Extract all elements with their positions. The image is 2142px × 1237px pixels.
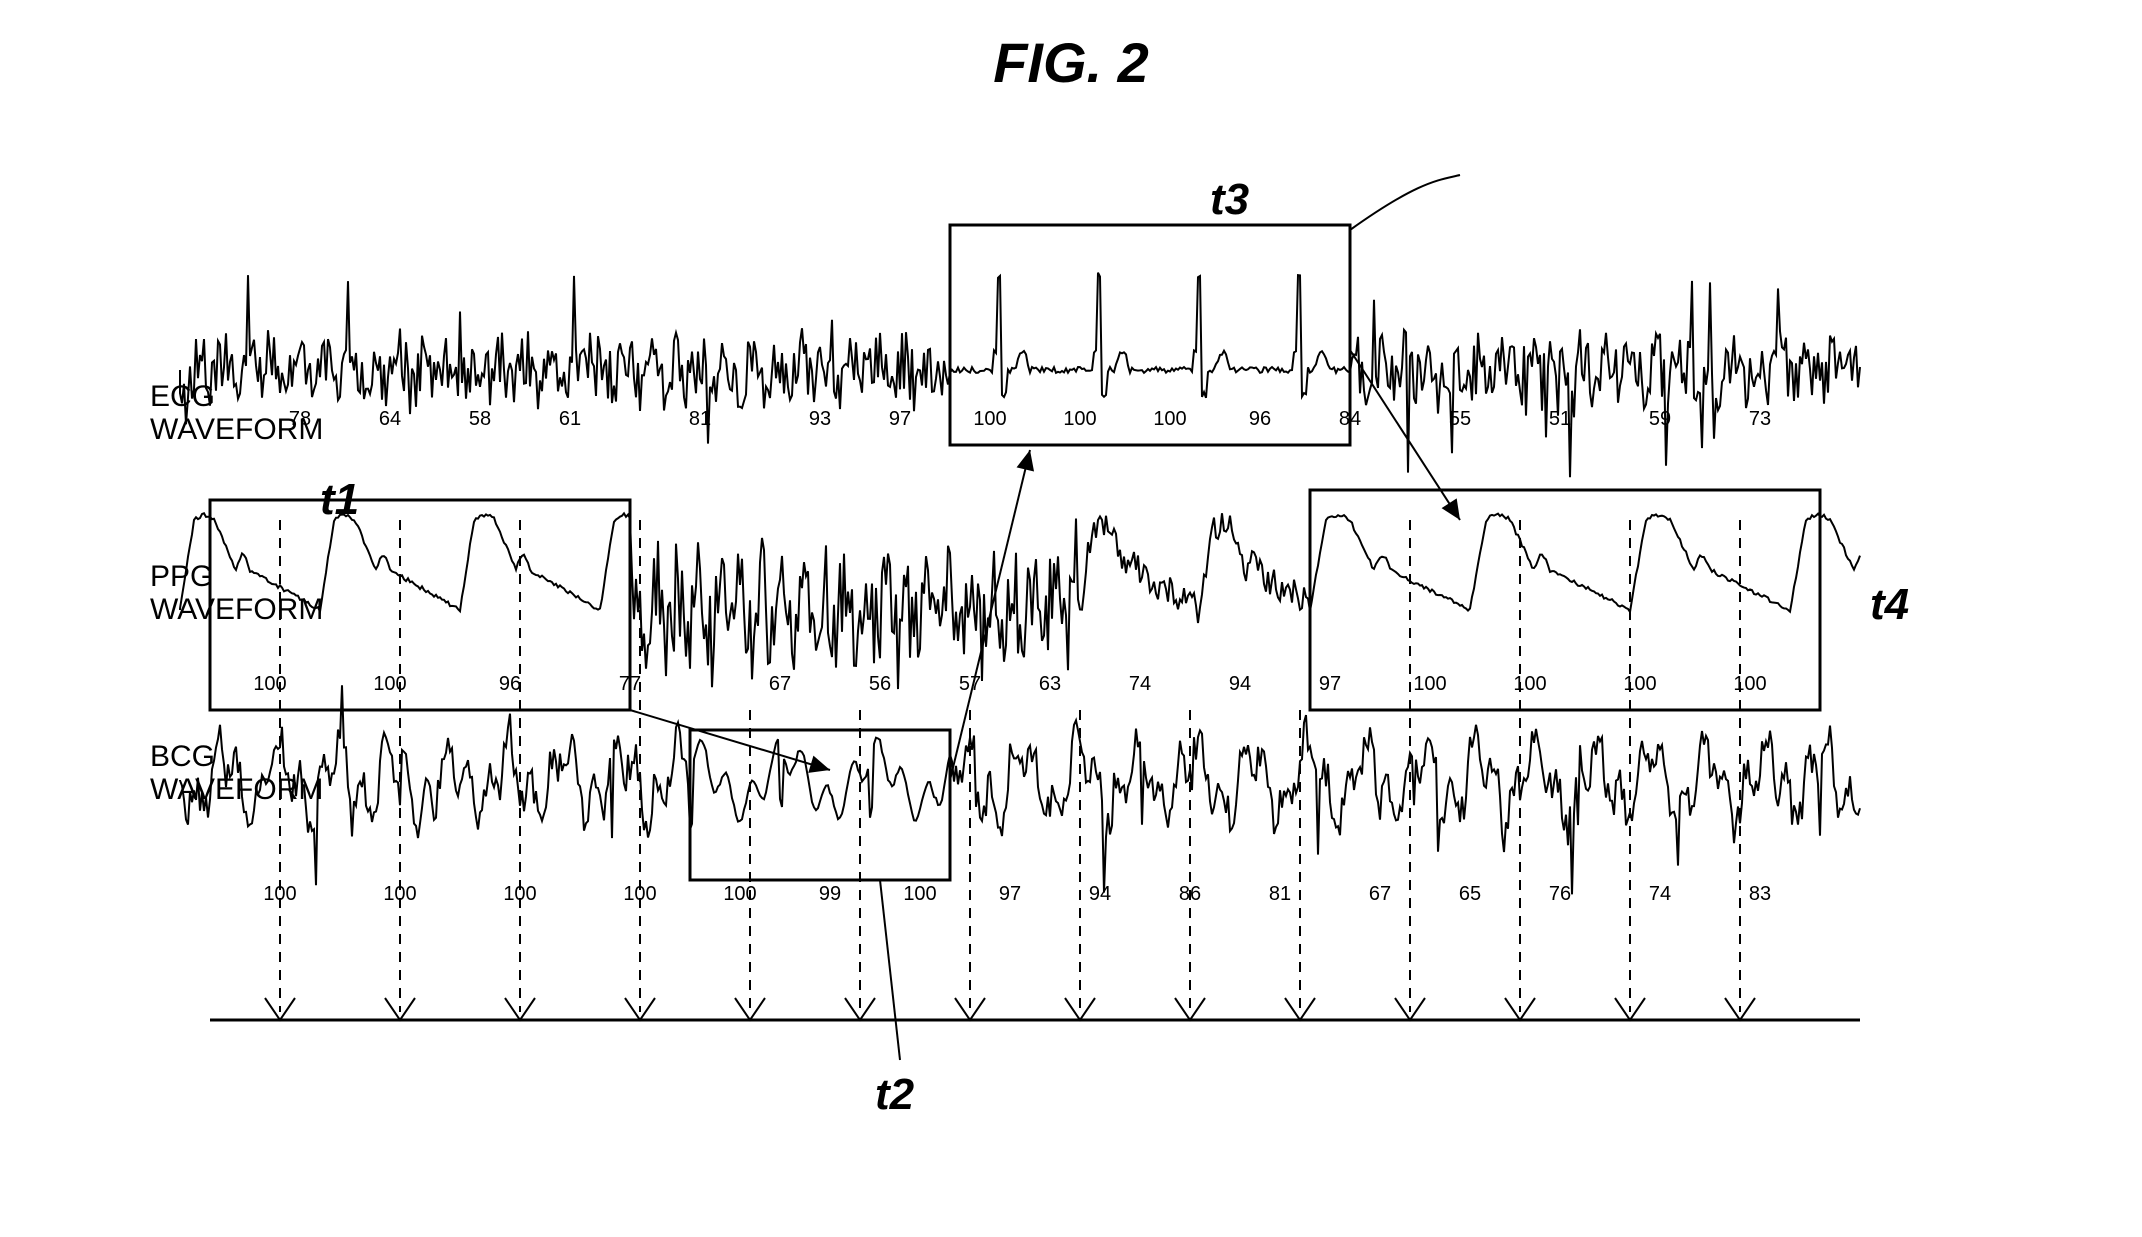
ppg-value: 100 — [1623, 673, 1656, 695]
ppg-value: 63 — [1039, 673, 1061, 695]
bcg-value: 74 — [1649, 883, 1671, 905]
ppg-value: 74 — [1129, 673, 1151, 695]
ecg-value: 73 — [1749, 408, 1771, 430]
region-box-t3 — [950, 225, 1350, 445]
ecg-value: 97 — [889, 408, 911, 430]
bcg-value: 100 — [723, 883, 756, 905]
bcg-value: 100 — [623, 883, 656, 905]
ppg-value: 100 — [1513, 673, 1546, 695]
ecg-value: 100 — [973, 408, 1006, 430]
ppg-value: 67 — [769, 673, 791, 695]
ppg-value: 94 — [1229, 673, 1251, 695]
box-label-t3: t3 — [1210, 175, 1249, 225]
ecg-value: 100 — [1063, 408, 1096, 430]
ecg-value: 59 — [1649, 408, 1671, 430]
ppg-waveform — [180, 513, 1860, 689]
ecg-waveform — [180, 273, 1860, 478]
bcg-value: 83 — [1749, 883, 1771, 905]
ecg-value: 78 — [289, 408, 311, 430]
bcg-value: 86 — [1179, 883, 1201, 905]
ecg-value: 61 — [559, 408, 581, 430]
ppg-value: 96 — [499, 673, 521, 695]
waveform-svg: 78 64 58 61 81 93 97 100 100 100 96 84 55 51 59 73 100 10… — [180, 220, 1940, 1120]
ppg-value: 100 — [373, 673, 406, 695]
bcg-value: 100 — [383, 883, 416, 905]
ppg-value: 56 — [869, 673, 891, 695]
bcg-value: 100 — [903, 883, 936, 905]
ecg-value: 64 — [379, 408, 401, 430]
bcg-value: 94 — [1089, 883, 1111, 905]
ppg-value: 100 — [253, 673, 286, 695]
figure-title: FIG. 2 — [0, 30, 2142, 95]
bcg-value: 67 — [1369, 883, 1391, 905]
bcg-value: 81 — [1269, 883, 1291, 905]
ecg-value: 96 — [1249, 408, 1271, 430]
ppg-value: 57 — [959, 673, 981, 695]
ppg-value: 100 — [1413, 673, 1446, 695]
bcg-value: 100 — [263, 883, 296, 905]
bcg-value: 65 — [1459, 883, 1481, 905]
ppg-value: 97 — [1319, 673, 1341, 695]
arrow-icon — [1442, 498, 1460, 520]
plot-area: 78 64 58 61 81 93 97 100 100 100 96 84 55 51 59 73 100 10… — [180, 220, 1940, 1070]
ecg-value: 93 — [809, 408, 831, 430]
arrow-icon — [1017, 450, 1034, 472]
ecg-value: 81 — [689, 408, 711, 430]
bcg-value: 99 — [819, 883, 841, 905]
ecg-value: 58 — [469, 408, 491, 430]
bcg-value: 100 — [503, 883, 536, 905]
ecg-value: 100 — [1153, 408, 1186, 430]
ppg-value: 100 — [1733, 673, 1766, 695]
ppg-value: 77 — [619, 673, 641, 695]
bcg-waveform — [180, 685, 1860, 894]
bcg-value: 97 — [999, 883, 1021, 905]
ecg-value: 84 — [1339, 408, 1361, 430]
bcg-value: 76 — [1549, 883, 1571, 905]
ecg-value: 51 — [1549, 408, 1571, 430]
arrow-icon — [808, 756, 830, 773]
ecg-value: 55 — [1449, 408, 1471, 430]
